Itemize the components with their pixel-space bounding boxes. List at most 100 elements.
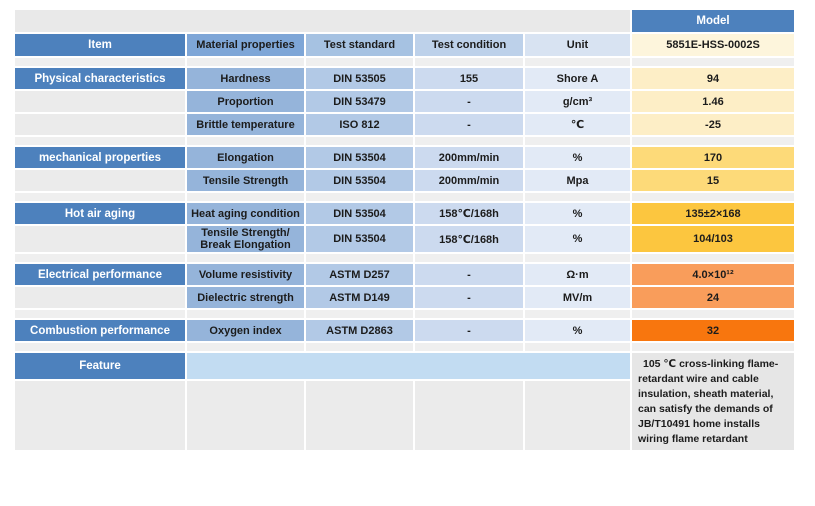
material-datasheet-table: Model Item Material properties Test stan… xyxy=(13,8,796,452)
unit-cell: MV/m xyxy=(525,287,630,308)
spacer-cell xyxy=(15,58,185,66)
spacer-cell xyxy=(187,310,304,318)
unit-cell: % xyxy=(525,203,630,224)
value-cell: 135±2×168 xyxy=(632,203,794,224)
column-header-material-properties: Material properties xyxy=(187,34,304,56)
filler-cell xyxy=(15,380,185,451)
standard-cell: DIN 53505 xyxy=(306,68,413,89)
condition-cell: 158℃/168h xyxy=(415,226,523,252)
table-row: Electrical performance Volume resistivity… xyxy=(15,264,794,285)
feature-label-cell: Feature xyxy=(15,353,185,379)
property-cell: Hardness xyxy=(187,68,304,89)
table-sections: Physical characteristics Hardness DIN 5350… xyxy=(15,58,794,351)
spacer-cell xyxy=(187,137,304,145)
spacer-cell xyxy=(415,254,523,262)
category-cell: Electrical performance xyxy=(15,264,185,285)
spacer-cell xyxy=(525,254,630,262)
feature-row: Feature 105 ℃ cross-linking flame-retard… xyxy=(15,353,794,451)
spacer-cell xyxy=(415,193,523,201)
spacer-row xyxy=(15,58,794,66)
table-row: Tensile Strength/ Break Elongation DIN 53… xyxy=(15,226,794,252)
spacer-cell xyxy=(15,310,185,318)
spacer-cell xyxy=(632,58,794,66)
table-row: Hot air aging Heat aging condition DIN 535… xyxy=(15,203,794,224)
condition-cell: - xyxy=(415,320,523,341)
filler-cell xyxy=(415,380,523,451)
spacer-cell xyxy=(415,343,523,351)
table-row: mechanical properties Elongation DIN 53504… xyxy=(15,147,794,168)
standard-cell: ASTM D2863 xyxy=(306,320,413,341)
filler-cell xyxy=(15,114,185,135)
spacer-cell xyxy=(15,254,185,262)
spacer-cell xyxy=(306,58,413,66)
spacer-row xyxy=(15,137,794,145)
property-cell: Tensile Strength/ Break Elongation xyxy=(187,226,304,252)
spacer-cell xyxy=(187,193,304,201)
spacer-cell xyxy=(632,310,794,318)
category-cell: Physical characteristics xyxy=(15,68,185,89)
category-cell: Combustion performance xyxy=(15,320,185,341)
spacer-cell xyxy=(632,254,794,262)
filler-cell xyxy=(525,380,630,451)
condition-cell: 158℃/168h xyxy=(415,203,523,224)
spacer-cell xyxy=(306,137,413,145)
spacer-cell xyxy=(187,58,304,66)
value-cell: 104/103 xyxy=(632,226,794,252)
spacer-cell xyxy=(525,137,630,145)
spacer-row xyxy=(15,310,794,318)
feature-band-cell xyxy=(187,353,630,379)
column-header-unit: Unit xyxy=(525,34,630,56)
table-row: Brittle temperature ISO 812- ℃ -25 xyxy=(15,114,794,135)
property-cell: Oxygen index xyxy=(187,320,304,341)
table-head: Model Item Material properties Test stan… xyxy=(15,10,794,56)
unit-cell: Ω·m xyxy=(525,264,630,285)
condition-cell: 200mm/min xyxy=(415,147,523,168)
table-foot: Feature 105 ℃ cross-linking flame-retard… xyxy=(15,353,794,451)
spacer-cell xyxy=(415,310,523,318)
top-spacer-cell xyxy=(15,10,630,32)
model-header-cell: Model xyxy=(632,10,794,32)
condition-cell: - xyxy=(415,91,523,112)
category-cell: Hot air aging xyxy=(15,203,185,224)
value-cell: 32 xyxy=(632,320,794,341)
filler-cell xyxy=(15,287,185,308)
unit-cell: ℃ xyxy=(525,114,630,135)
value-cell: 4.0×10¹² xyxy=(632,264,794,285)
table-row: Tensile Strength DIN 53504 200mm/min Mpa 15 xyxy=(15,170,794,191)
unit-cell: % xyxy=(525,147,630,168)
spacer-cell xyxy=(306,254,413,262)
property-cell: Tensile Strength xyxy=(187,170,304,191)
property-cell: Volume resistivity xyxy=(187,264,304,285)
feature-text-cell: 105 ℃ cross-linking flame-retardant wire… xyxy=(632,353,794,451)
column-header-row: Item Material properties Test standard T… xyxy=(15,34,794,56)
standard-cell: DIN 53504 xyxy=(306,203,413,224)
property-cell: Elongation xyxy=(187,147,304,168)
table-row: Dielectric strength ASTM D149- MV/m 24 xyxy=(15,287,794,308)
spacer-row xyxy=(15,343,794,351)
property-cell: Brittle temperature xyxy=(187,114,304,135)
model-value-cell: 5851E-HSS-0002S xyxy=(632,34,794,56)
unit-cell: Shore A xyxy=(525,68,630,89)
spacer-cell xyxy=(15,343,185,351)
column-header-test-standard: Test standard xyxy=(306,34,413,56)
filler-cell xyxy=(306,380,413,451)
value-cell: 24 xyxy=(632,287,794,308)
bottom-filler-row xyxy=(15,380,794,451)
standard-cell: DIN 53479 xyxy=(306,91,413,112)
model-header-row: Model xyxy=(15,10,794,32)
unit-cell: % xyxy=(525,226,630,252)
property-cell: Dielectric strength xyxy=(187,287,304,308)
standard-cell: DIN 53504 xyxy=(306,170,413,191)
property-cell: Heat aging condition xyxy=(187,203,304,224)
condition-cell: - xyxy=(415,264,523,285)
spacer-row xyxy=(15,254,794,262)
column-header-item: Item xyxy=(15,34,185,56)
spacer-row xyxy=(15,193,794,201)
spacer-cell xyxy=(306,193,413,201)
condition-cell: - xyxy=(415,114,523,135)
spacer-cell xyxy=(632,343,794,351)
spacer-cell xyxy=(632,193,794,201)
property-cell: Proportion xyxy=(187,91,304,112)
standard-cell: ASTM D149 xyxy=(306,287,413,308)
standard-cell: DIN 53504 xyxy=(306,147,413,168)
